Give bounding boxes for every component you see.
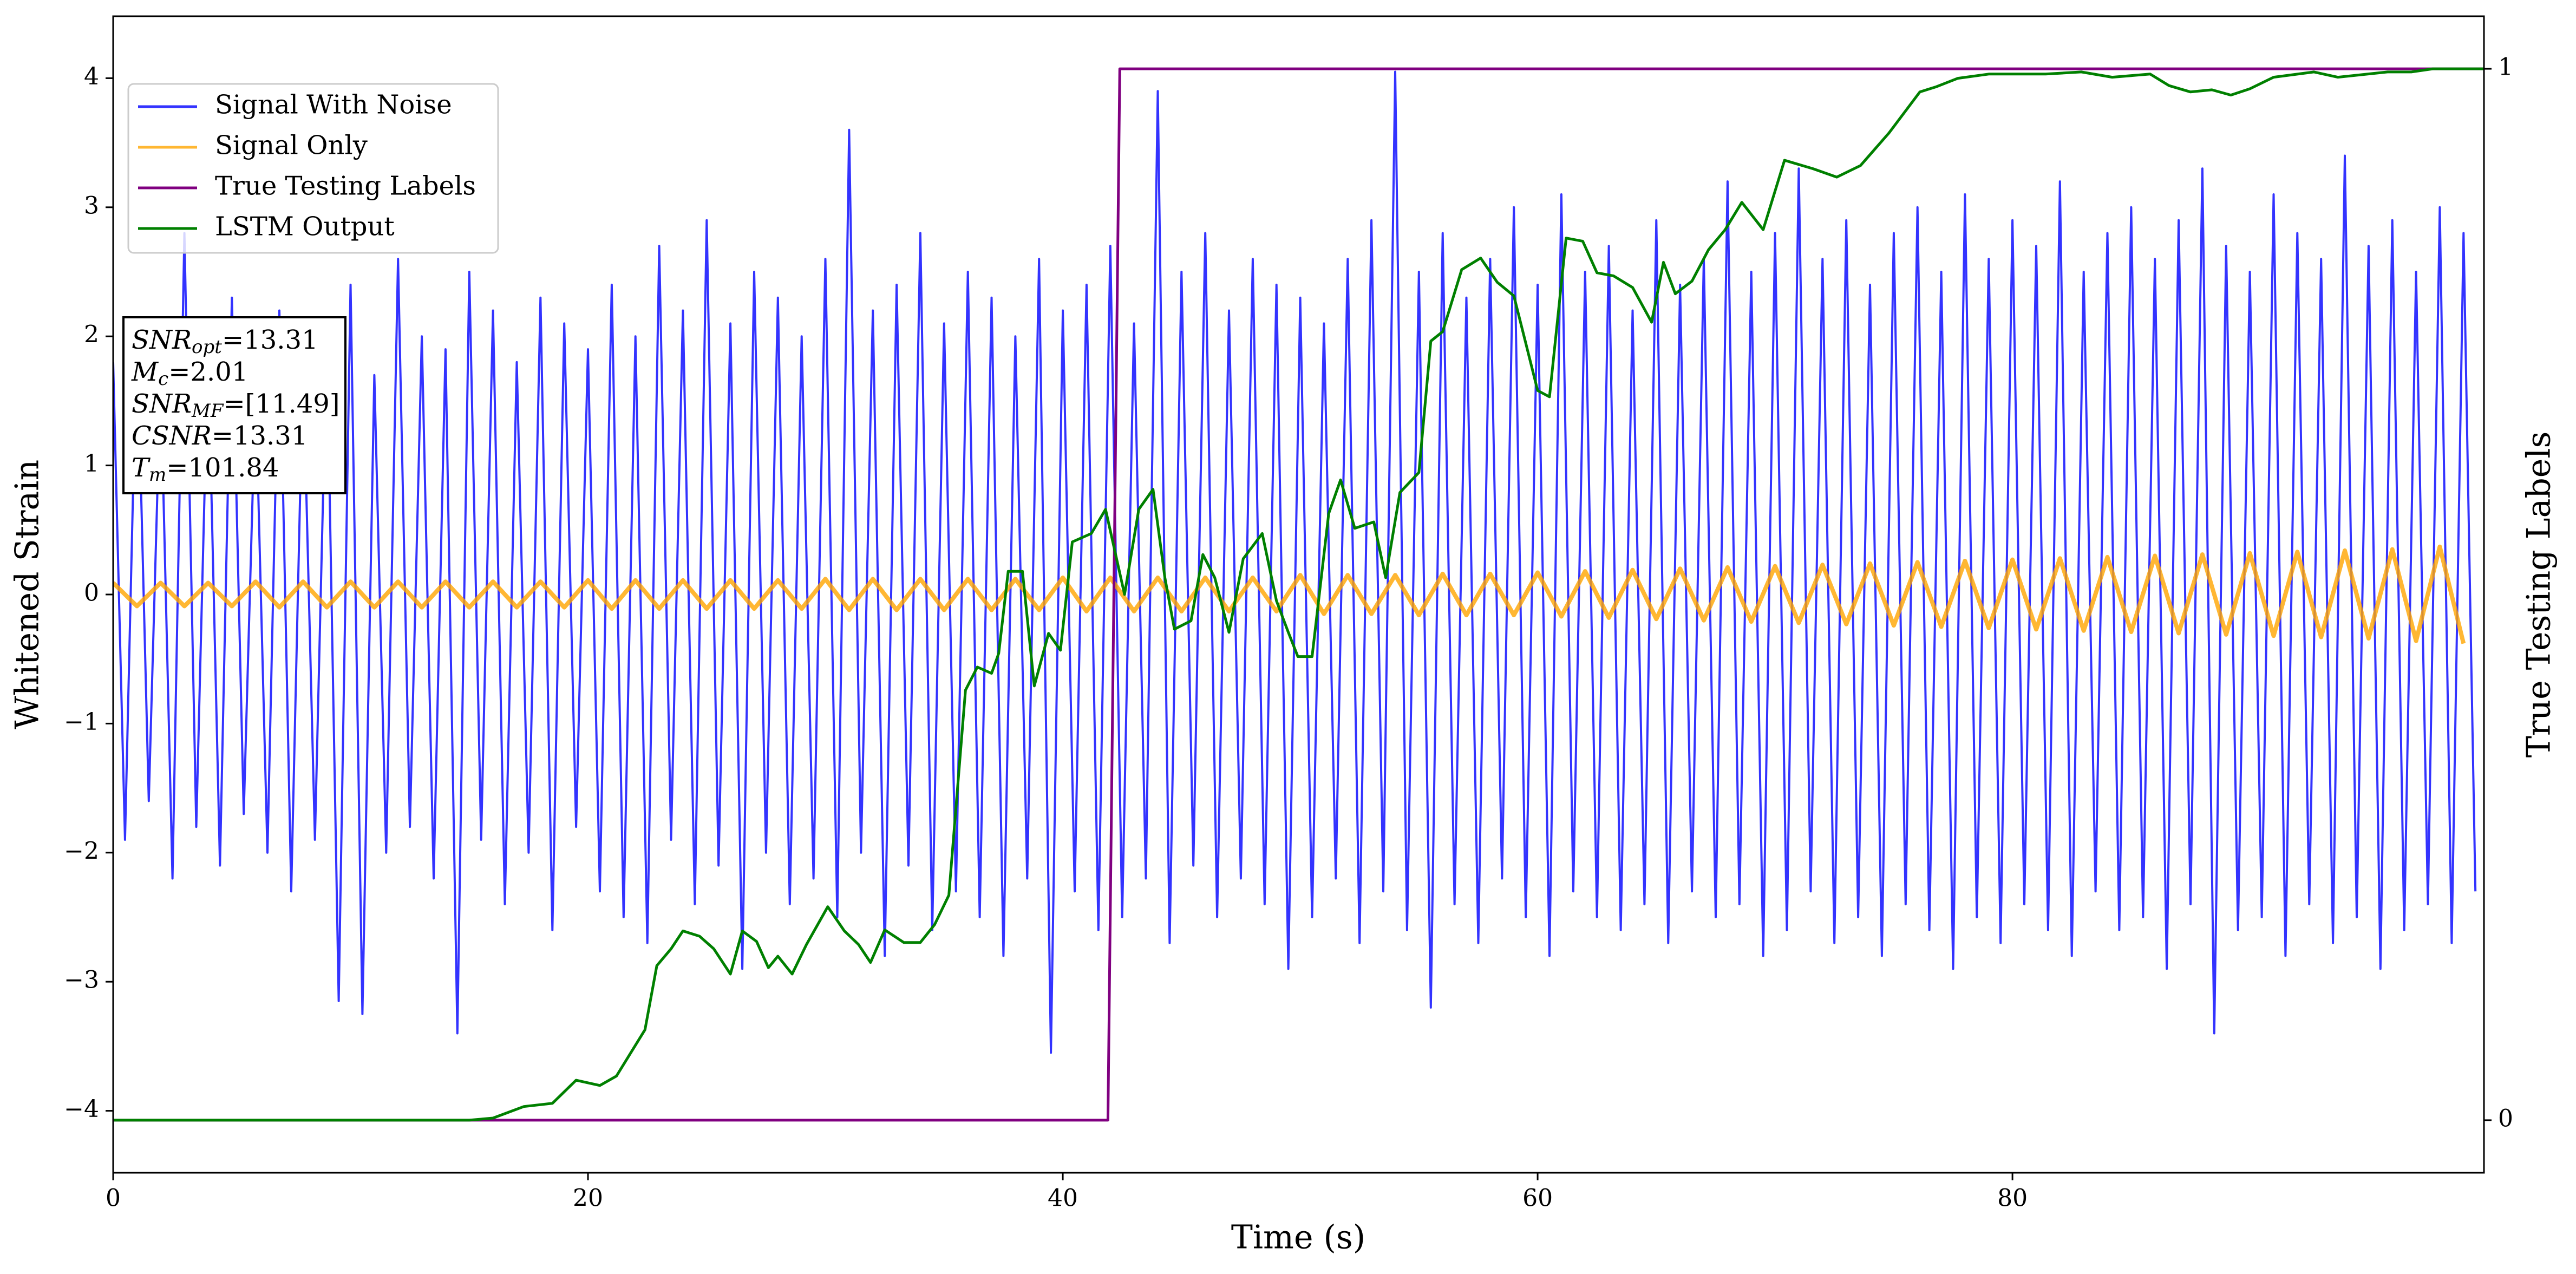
annotation-value: =13.31 — [212, 421, 308, 451]
annotation-value: =101.84 — [166, 453, 279, 483]
y-tick-label: 0 — [84, 579, 99, 607]
annotation-subscript: c — [158, 368, 168, 390]
series-line — [113, 70, 2477, 1054]
annotation-box — [122, 316, 346, 494]
annotation-symbol: CSNR — [132, 421, 212, 451]
y-tick-label: −3 — [64, 966, 99, 994]
plot-frame — [112, 15, 2485, 1174]
legend-label: Signal With Noise — [215, 90, 452, 120]
annotation-value: =[11.49] — [223, 389, 339, 419]
y-tick-label: −4 — [64, 1095, 99, 1123]
series-line — [113, 67, 2484, 1122]
annotation-line: Mc=2.01 — [131, 357, 248, 390]
x-tick-label: 80 — [1997, 1185, 2028, 1212]
legend-box — [127, 83, 499, 254]
x-axis-title: Time (s) — [1231, 1219, 1365, 1257]
annotation-subscript: MF — [191, 400, 224, 422]
y-tick-label: 1 — [84, 450, 99, 478]
annotation-line: CSNR=13.31 — [132, 421, 308, 451]
annotation-symbol: M — [131, 357, 159, 387]
annotation-symbol: SNR — [132, 325, 192, 355]
y-axis-title: Whitened Strain — [9, 460, 47, 729]
y-tick-label: 2 — [84, 321, 99, 349]
annotation-line: SNRopt=13.31 — [132, 325, 318, 358]
y2-axis-title: True Testing Labels — [2520, 432, 2558, 758]
series-line — [113, 544, 2466, 644]
annotation-line: Tm=101.84 — [132, 453, 279, 486]
annotation-value: =13.31 — [222, 325, 318, 355]
annotation-symbol: SNR — [132, 389, 192, 419]
y2-tick-label: 0 — [2498, 1105, 2513, 1132]
y-tick-label: 3 — [84, 192, 99, 219]
x-tick-label: 20 — [573, 1185, 603, 1212]
series-line — [113, 67, 2484, 1122]
annotation-subscript: opt — [192, 336, 222, 358]
x-tick-label: 60 — [1522, 1185, 1553, 1212]
legend-label: LSTM Output — [215, 212, 395, 242]
y-tick-label: −1 — [64, 708, 99, 736]
y-tick-label: 4 — [84, 63, 99, 90]
x-tick-label: 40 — [1048, 1185, 1078, 1212]
x-tick-label: 0 — [106, 1185, 121, 1212]
annotation-line: SNRMF=[11.49] — [132, 389, 340, 422]
annotation-symbol: T — [132, 453, 151, 483]
legend-label: True Testing Labels — [215, 171, 476, 201]
annotation-value: =2.01 — [168, 357, 248, 387]
y2-tick-label: 1 — [2498, 54, 2513, 81]
annotation-subscript: m — [149, 464, 166, 486]
y-tick-label: −2 — [64, 837, 99, 865]
legend-label: Signal Only — [215, 130, 368, 161]
